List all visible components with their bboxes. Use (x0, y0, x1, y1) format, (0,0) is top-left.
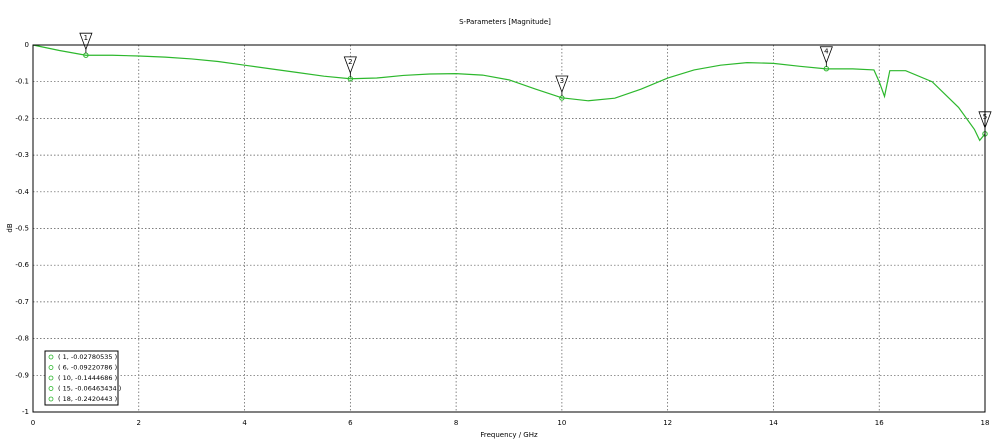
y-tick-label: -0.5 (15, 225, 29, 233)
y-tick-label: -0.2 (15, 114, 29, 122)
legend-icon (48, 354, 54, 360)
x-tick-label: 6 (348, 419, 353, 427)
legend-entry: ( 10, -0.1444686 ) (58, 374, 117, 382)
marker-flag (79, 32, 93, 51)
y-axis-label: dB (6, 223, 14, 232)
legend-entry: ( 18, -0.2420443 ) (58, 395, 117, 403)
y-tick-label: -1 (22, 408, 29, 416)
x-tick-label: 18 (981, 419, 990, 427)
y-tick-label: -0.6 (15, 261, 29, 269)
y-tick-label: -0.1 (15, 78, 29, 86)
x-tick-label: 2 (137, 419, 141, 427)
y-tick-label: -0.3 (15, 151, 29, 159)
marker-label: 3 (560, 77, 564, 85)
chart-title: S-Parameters [Magnitude] (459, 18, 551, 26)
marker-flag (343, 56, 357, 74)
legend-entry: ( 15, -0.06463434 ) (58, 385, 121, 393)
legend-icon (48, 386, 54, 391)
x-tick-label: 12 (663, 419, 672, 427)
marker-legend: ( 1, -0.02780535 ) ( 6, -0.09220786 ) ( 10… (44, 350, 121, 406)
y-tick-label: -0.8 (15, 335, 29, 343)
x-tick-label: 14 (769, 419, 778, 427)
y-tick-label: -0.9 (15, 371, 29, 379)
legend-box (44, 350, 119, 406)
x-tick-label: 0 (31, 419, 35, 427)
plot-frame (32, 44, 986, 413)
marker-flag (819, 46, 833, 64)
legend-icon (48, 375, 54, 381)
y-tick-label: -0.7 (15, 298, 29, 306)
x-tick-label: 16 (875, 419, 884, 427)
legend-icon (48, 365, 54, 370)
x-tick-label: 8 (454, 419, 458, 427)
x-axis-label: Frequency / GHz (480, 431, 538, 439)
legend-icon (48, 396, 54, 402)
y-tick-label: 0 (25, 41, 29, 49)
marker-label: 4 (824, 48, 829, 56)
data-line (32, 44, 986, 142)
y-tick-label: -0.4 (15, 188, 29, 196)
marker-label: 1 (84, 34, 88, 42)
legend-entry: ( 1, -0.02780535 ) (58, 353, 117, 361)
marker-flag (555, 75, 569, 94)
x-tick-label: 10 (557, 419, 566, 427)
marker-label: 2 (348, 58, 352, 66)
x-tick-label: 4 (242, 419, 247, 427)
legend-entry: ( 6, -0.09220786 ) (58, 364, 117, 372)
